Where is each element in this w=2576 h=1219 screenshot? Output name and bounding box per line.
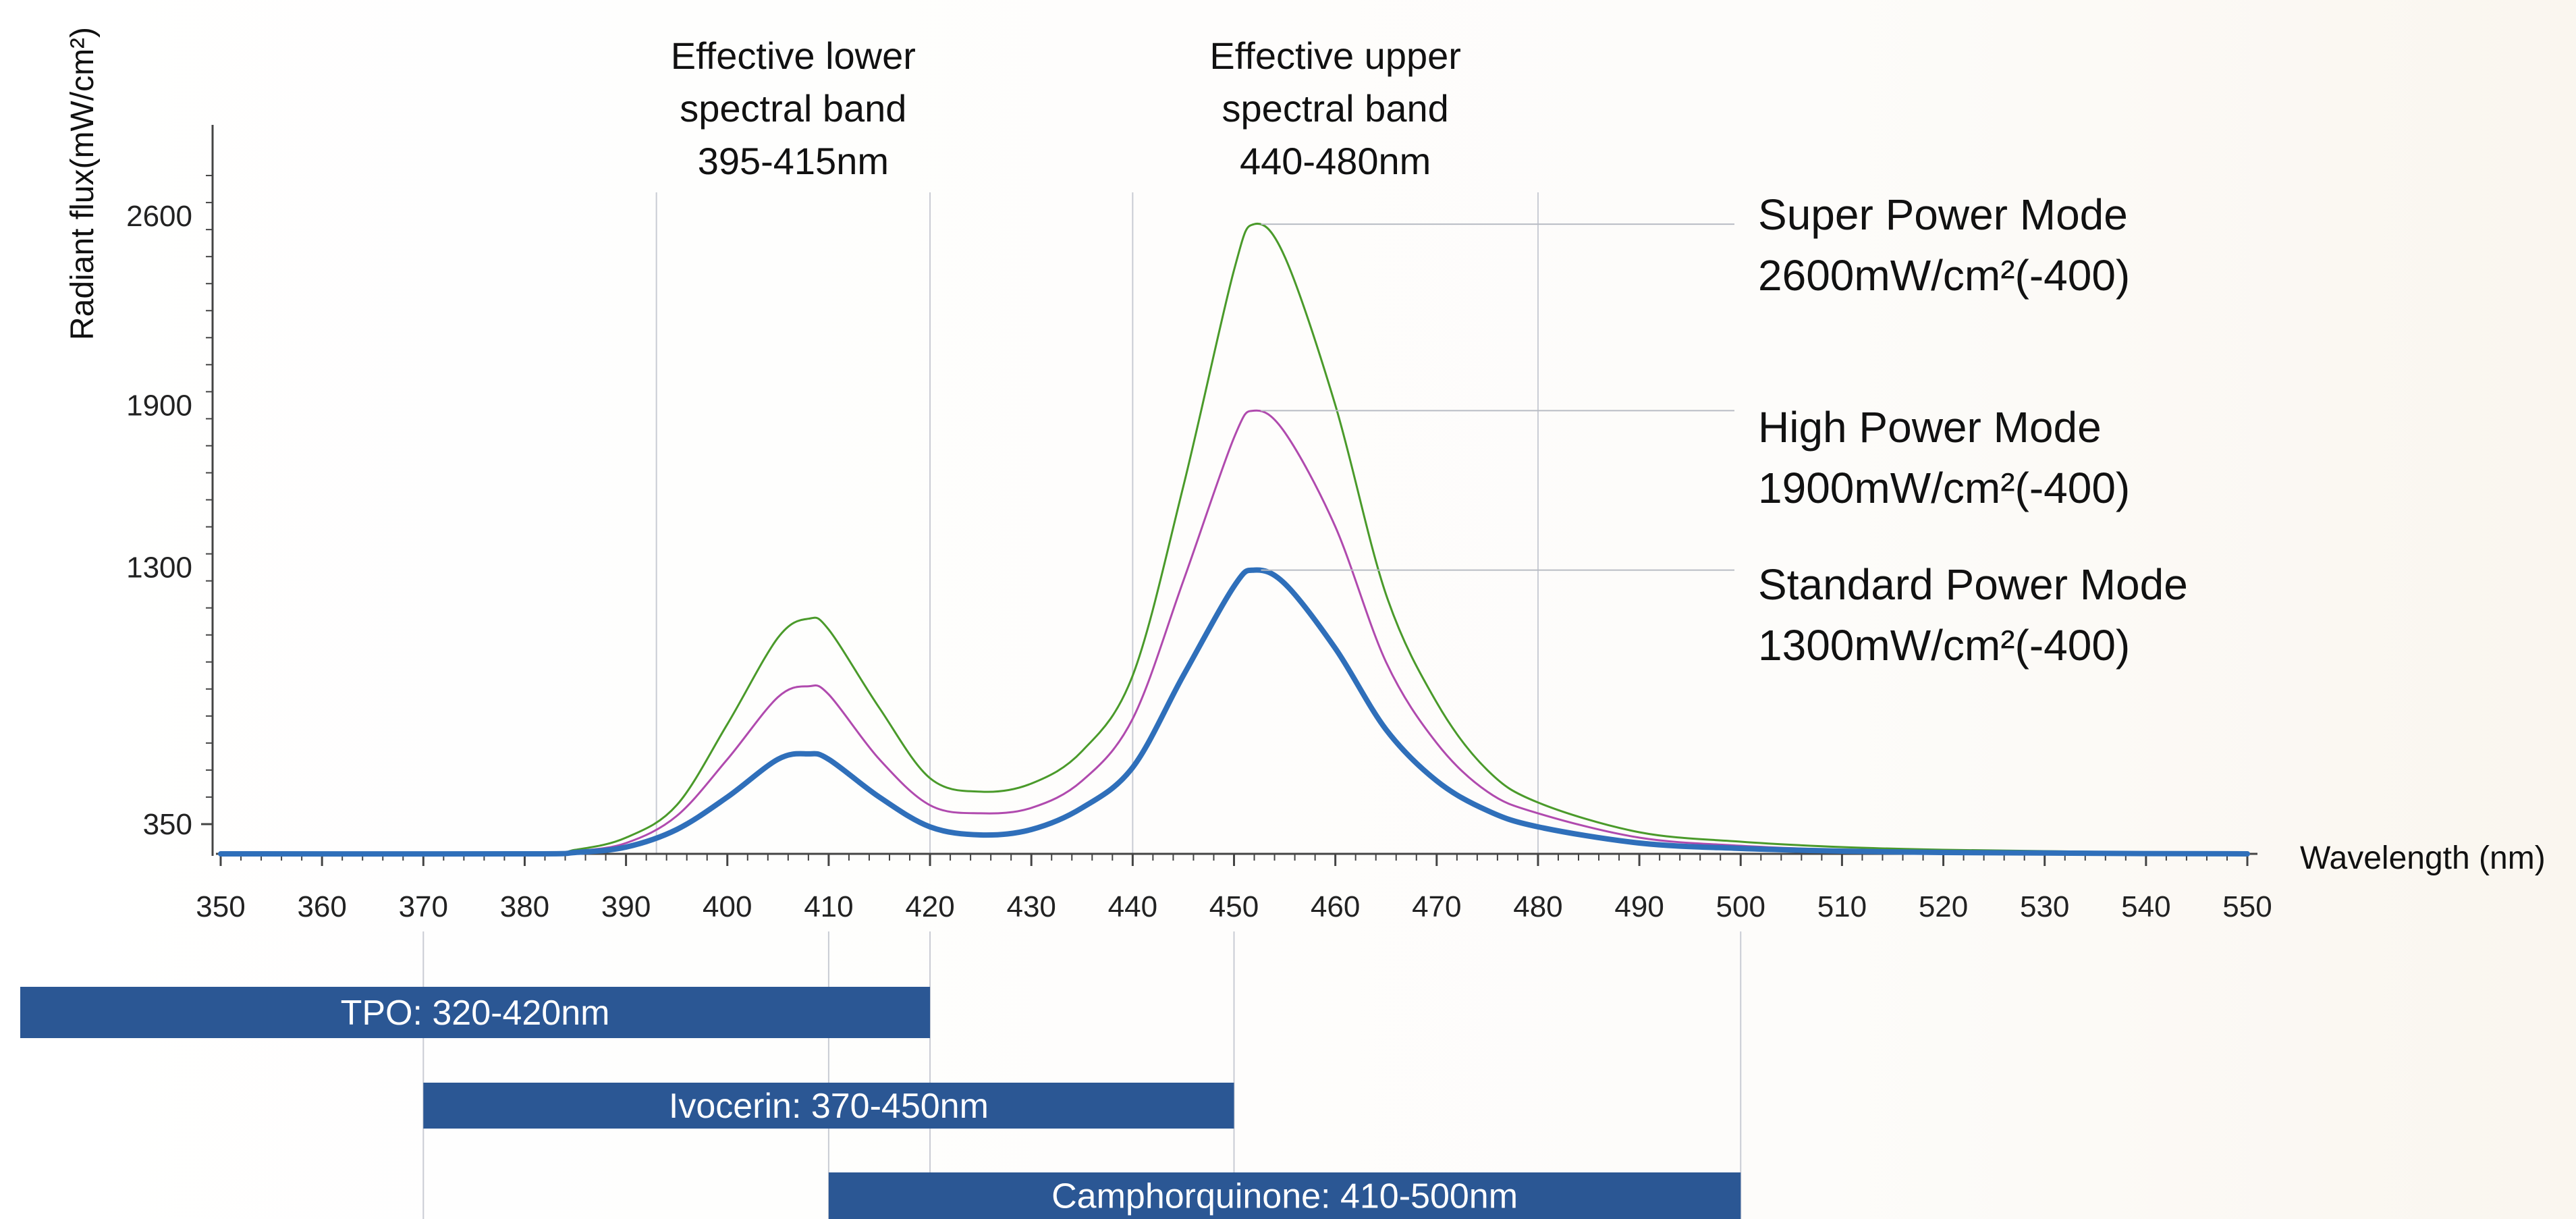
series-label-1-line-1: 1900mW/cm²(-400): [1758, 464, 2130, 512]
band-annotation-1-line-1: spectral band: [1222, 87, 1449, 130]
y-axis-title: Radiant flux(mW/cm²): [65, 27, 101, 340]
photoinitiator-bar-0: [20, 987, 931, 1038]
photoinitiator-bar-1: [423, 1083, 1234, 1129]
photoinitiator-bar-label-2: Camphorquinone: 410-500nm: [1051, 1177, 1518, 1216]
x-tick-label-430: 430: [1006, 890, 1056, 923]
y-tick-label-350: 350: [143, 808, 192, 841]
x-tick-label-380: 380: [500, 890, 549, 923]
y-tick-label-2600: 2600: [126, 200, 192, 233]
x-tick-label-400: 400: [703, 890, 752, 923]
series-label-2-line-1: 1300mW/cm²(-400): [1758, 621, 2130, 670]
x-tick-label-480: 480: [1513, 890, 1562, 923]
x-tick-label-360: 360: [297, 890, 346, 923]
band-annotation-1-line-0: Effective upper: [1209, 34, 1461, 77]
x-tick-label-470: 470: [1412, 890, 1461, 923]
photoinitiator-bar-2: [828, 1172, 1741, 1219]
x-tick-label-550: 550: [2222, 890, 2272, 923]
series-label-1-line-0: High Power Mode: [1758, 403, 2102, 452]
x-tick-label-420: 420: [905, 890, 954, 923]
x-tick-label-510: 510: [1817, 890, 1867, 923]
series-line-standard-power-mode: [218, 567, 2250, 857]
band-annotation-0-line-2: 395-415nm: [698, 140, 889, 182]
band-annotation-0-line-1: spectral band: [680, 87, 906, 130]
x-tick-label-460: 460: [1311, 890, 1360, 923]
photoinitiator-bar-label-0: TPO: 320-420nm: [341, 994, 610, 1033]
series-label-0-line-1: 2600mW/cm²(-400): [1758, 251, 2130, 300]
photoinitiator-bar-label-1: Ivocerin: 370-450nm: [669, 1087, 989, 1126]
x-tick-label-450: 450: [1209, 890, 1259, 923]
x-tick-label-390: 390: [601, 890, 651, 923]
band-annotation-0-line-0: Effective lower: [671, 34, 916, 77]
x-tick-label-490: 490: [1614, 890, 1664, 923]
x-tick-label-440: 440: [1108, 890, 1157, 923]
series-label-2-line-0: Standard Power Mode: [1758, 560, 2188, 609]
x-tick-label-500: 500: [1716, 890, 1765, 923]
series-line-super-power-mode: [219, 222, 2249, 855]
y-tick-label-1300: 1300: [126, 551, 192, 585]
x-tick-label-410: 410: [804, 890, 853, 923]
x-axis-title: Wavelength (nm): [2300, 840, 2546, 876]
x-tick-label-350: 350: [196, 890, 245, 923]
x-tick-label-540: 540: [2121, 890, 2170, 923]
series-label-0-line-0: Super Power Mode: [1758, 190, 2128, 239]
band-annotation-1-line-2: 440-480nm: [1240, 140, 1431, 182]
x-tick-label-370: 370: [399, 890, 448, 923]
x-tick-label-520: 520: [1919, 890, 1968, 923]
y-tick-label-1900: 1900: [126, 389, 192, 422]
x-tick-label-530: 530: [2020, 890, 2069, 923]
